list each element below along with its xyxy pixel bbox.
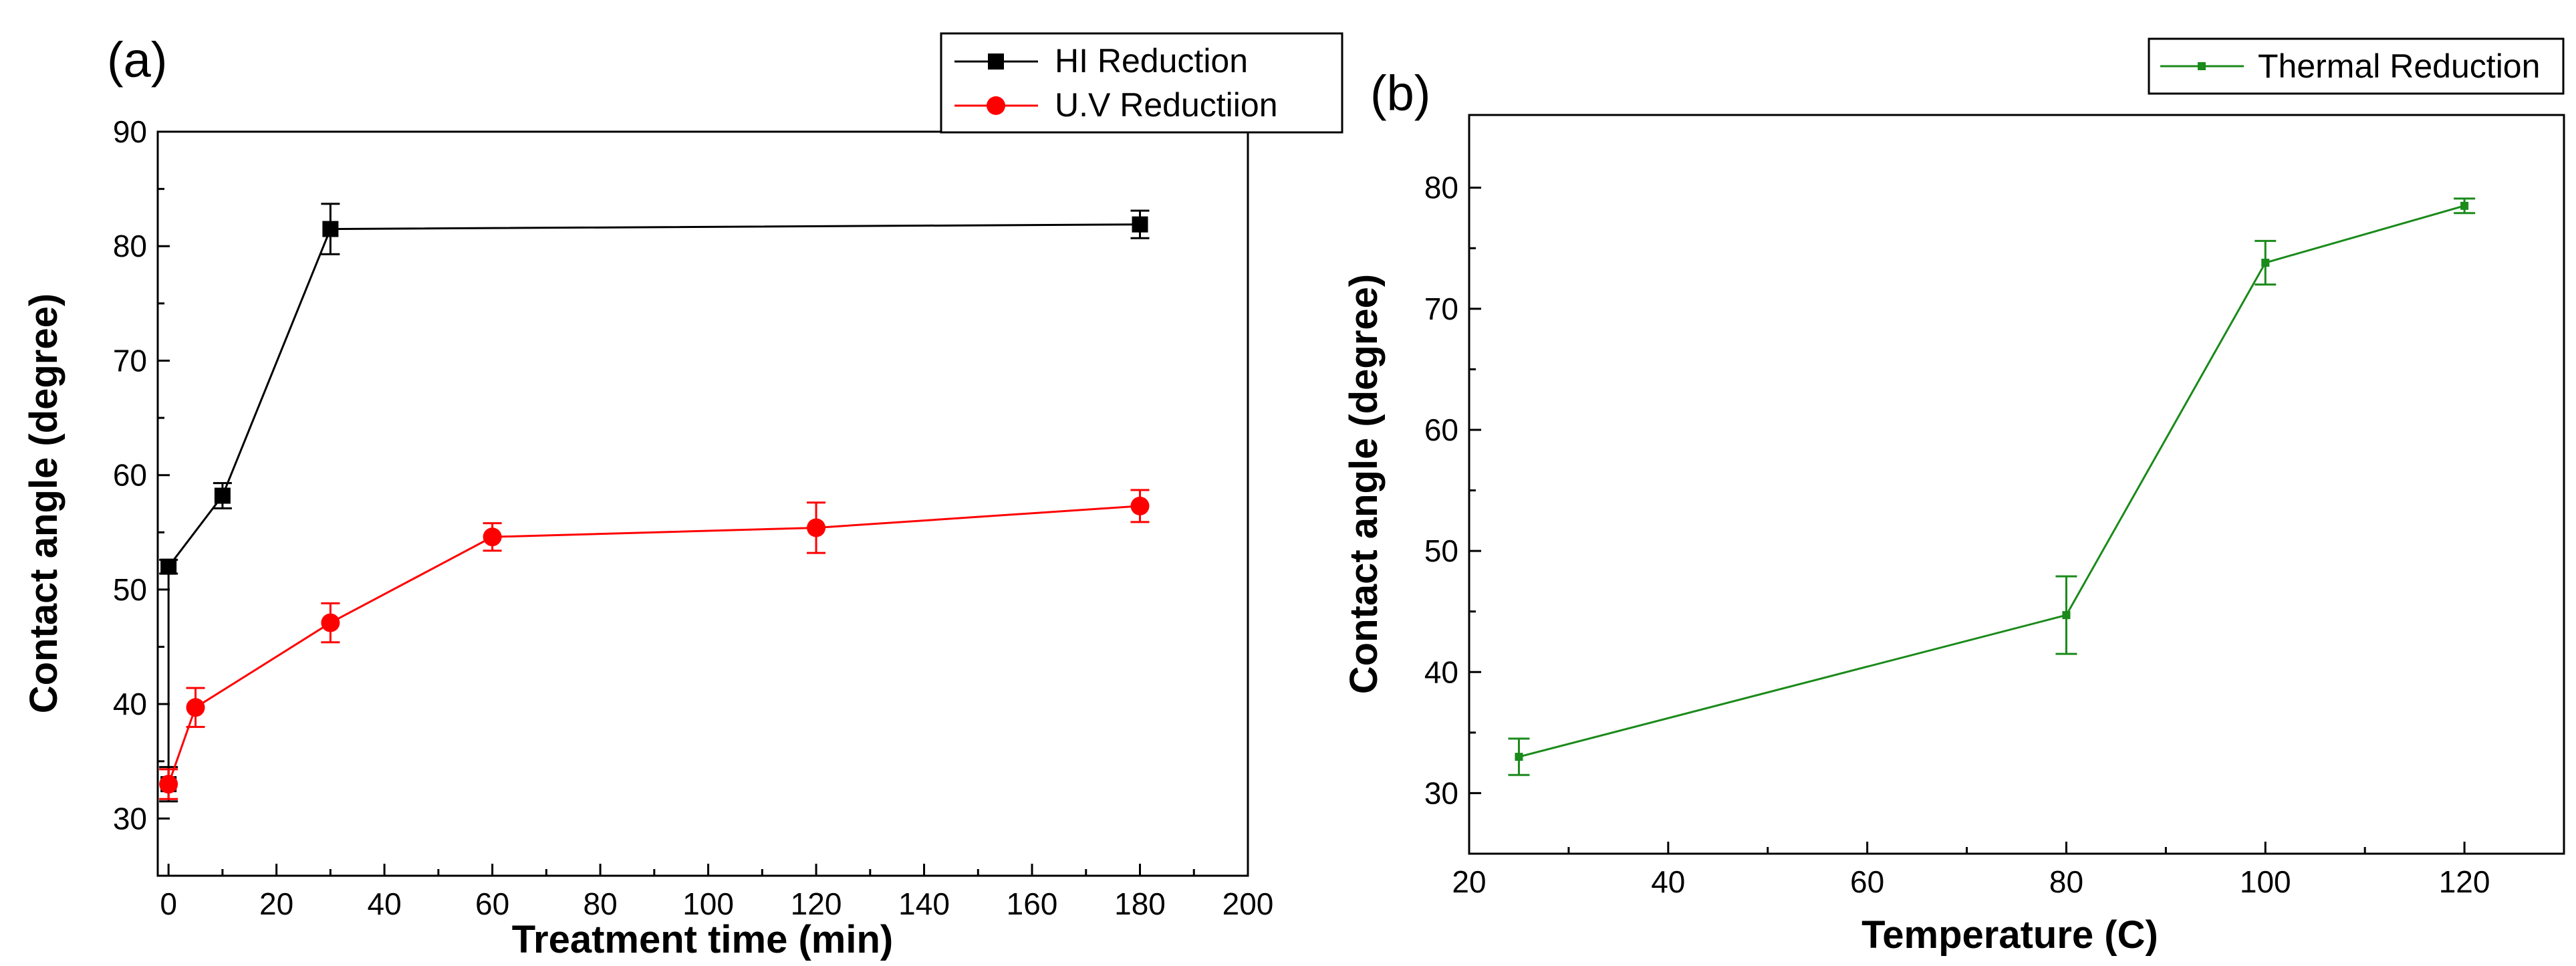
x-tick-label: 80 <box>2049 864 2083 899</box>
y-tick-label: 40 <box>1424 654 1458 689</box>
y-tick-label: 30 <box>1424 775 1458 810</box>
data-point <box>1130 496 1150 515</box>
y-tick-label: 50 <box>1424 533 1458 568</box>
y-tick-label: 80 <box>113 229 147 263</box>
plot-marks-a <box>159 203 1150 803</box>
panel-label-b: (b) <box>1370 66 1430 121</box>
x-axis-label-b: Temperature (C) <box>1861 913 2158 957</box>
plot-marks-b <box>1508 197 2476 776</box>
data-point <box>322 221 339 237</box>
x-tick-labels-b: 20 40 60 80 100 120 <box>1452 842 2490 899</box>
series-line <box>1519 205 2465 758</box>
panel-label-a: (a) <box>107 32 167 88</box>
x-tick-label: 160 <box>1007 886 1058 921</box>
data-point <box>186 698 205 717</box>
data-point <box>2062 611 2071 620</box>
legend-label-uv: U.V Reductiion <box>1055 86 1278 124</box>
data-point <box>214 487 231 504</box>
legend-label-hi: HI Reduction <box>1055 42 1248 80</box>
x-tick-label: 20 <box>1452 864 1486 899</box>
data-point <box>807 518 826 537</box>
legend-marker-hi <box>988 53 1004 70</box>
data-point <box>159 775 178 794</box>
legend-marker-uv <box>987 96 1005 115</box>
y-axis-label-b: Contact angle (degree) <box>1342 274 1386 694</box>
data-point <box>2460 201 2469 210</box>
y-tick-label: 90 <box>113 114 147 149</box>
y-tick-labels-b: 30 40 50 60 70 80 <box>1424 170 1481 810</box>
x-tick-label: 40 <box>1651 864 1685 899</box>
x-tick-label: 40 <box>368 886 402 921</box>
data-point <box>1132 216 1148 233</box>
y-tick-label: 70 <box>113 343 147 378</box>
chart-panel-a: (a) 30 40 50 60 70 80 90 0 20 40 60 80 100 120 140 160… <box>22 32 1343 961</box>
y-tick-label: 60 <box>113 458 147 493</box>
x-tick-label: 60 <box>1850 864 1884 899</box>
x-tick-label: 60 <box>475 886 509 921</box>
x-tick-label: 100 <box>2240 864 2291 899</box>
legend-b: Thermal Reduction <box>2148 37 2565 95</box>
data-point <box>321 613 340 632</box>
data-point <box>1515 753 1523 761</box>
plot-frame-b <box>1468 114 2565 855</box>
x-tick-label: 100 <box>682 886 734 921</box>
x-tick-label: 140 <box>898 886 950 921</box>
x-tick-label: 120 <box>791 886 842 921</box>
series-b-0 <box>1508 197 2476 776</box>
y-tick-label: 70 <box>1424 291 1458 326</box>
x-tick-label: 80 <box>584 886 618 921</box>
y-tick-label: 40 <box>113 687 147 721</box>
x-tick-label: 120 <box>2439 864 2490 899</box>
series-a-1 <box>159 489 1150 800</box>
series-line <box>167 505 1140 785</box>
series-line <box>167 223 1140 785</box>
series-a-0 <box>159 203 1150 803</box>
chart-panel-b: (b) 30 40 50 60 70 80 20 40 60 80 100 120 Temperat… <box>1342 37 2565 957</box>
y-tick-label: 60 <box>1424 412 1458 447</box>
x-tick-labels-a: 0 20 40 60 80 100 120 140 160 180 200 <box>160 864 1273 921</box>
y-tick-label: 50 <box>113 572 147 607</box>
x-tick-label: 200 <box>1222 886 1274 921</box>
legend-marker-thermal <box>2198 62 2206 70</box>
y-axis-label-a: Contact angle (degree) <box>22 293 66 713</box>
x-tick-label: 0 <box>160 886 177 921</box>
y-tick-label: 30 <box>113 801 147 836</box>
data-point <box>160 558 177 575</box>
data-point <box>483 527 502 547</box>
x-tick-label: 20 <box>259 886 293 921</box>
plot-frame-a <box>156 130 1249 877</box>
legend-label-thermal: Thermal Reduction <box>2258 47 2540 85</box>
y-tick-labels-a: 30 40 50 60 70 80 90 <box>113 114 170 836</box>
data-point <box>2261 259 2270 267</box>
legend-box-a <box>940 32 1343 134</box>
legend-a: HI Reduction U.V Reductiion <box>940 32 1343 134</box>
x-axis-label-a: Treatment time (min) <box>512 918 893 961</box>
y-tick-label: 80 <box>1424 170 1458 205</box>
x-tick-label: 180 <box>1114 886 1166 921</box>
